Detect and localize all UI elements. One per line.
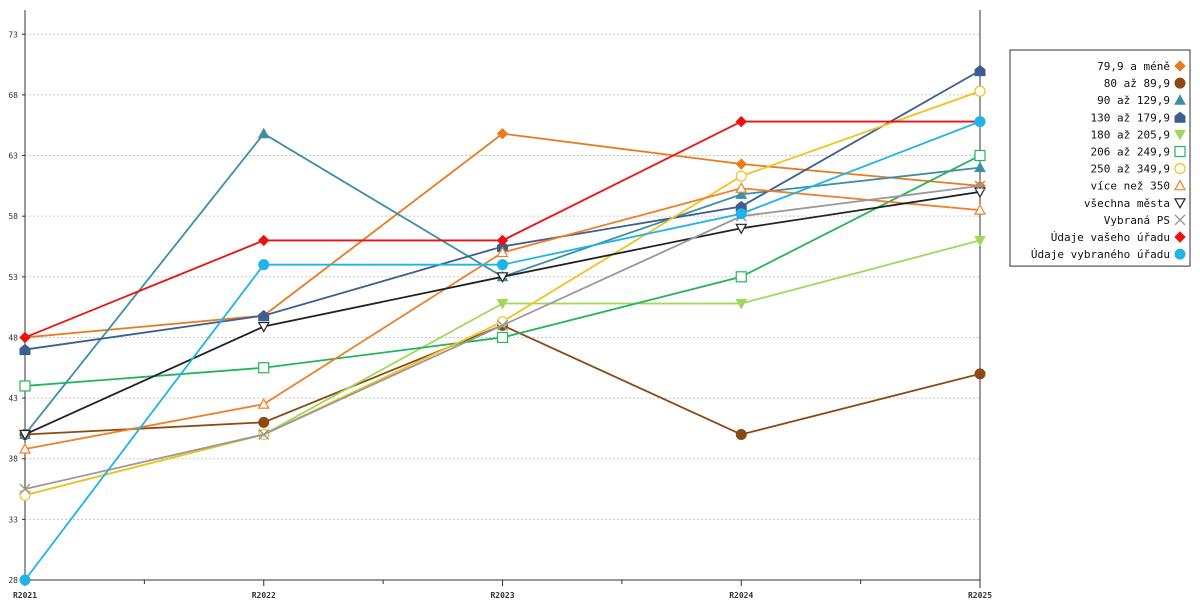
data-point (735, 208, 747, 220)
legend-marker (1174, 77, 1186, 89)
data-point (496, 246, 509, 258)
legend-label: Údaje vybraného úřadu (1031, 248, 1170, 261)
data-point (496, 127, 509, 140)
series-9 (19, 180, 986, 495)
legend-marker (1174, 111, 1186, 123)
data-point (19, 574, 31, 586)
legend-label: 80 až 89,9 (1104, 77, 1170, 90)
legend-marker (1174, 231, 1186, 243)
data-point (19, 489, 31, 501)
x-tick-label: R2021 (13, 591, 37, 600)
legend-marker (1174, 214, 1186, 226)
data-point (258, 309, 270, 322)
data-point (974, 64, 986, 77)
data-point (735, 428, 747, 440)
data-point (19, 483, 31, 495)
data-point (257, 127, 270, 139)
data-point (496, 298, 509, 310)
axes: 28 33 38 43 48 53 58 63 68 73 R2021 R2022 R2023 R2024… (8, 10, 992, 600)
series-group (18, 64, 987, 586)
data-point (735, 223, 748, 235)
data-point (497, 259, 508, 271)
y-tick-label: 58 (8, 212, 18, 221)
legend-label: 90 až 129,9 (1097, 94, 1170, 107)
data-point (974, 116, 986, 128)
data-point (257, 321, 270, 333)
legend-marker (1174, 60, 1186, 72)
data-point (973, 203, 987, 215)
legend-label: více než 350 (1091, 180, 1170, 193)
data-point (497, 319, 508, 331)
series-line (24, 154, 981, 387)
data-point (735, 170, 747, 182)
series-6 (19, 85, 986, 501)
y-tick-label: 53 (8, 273, 18, 282)
data-point (496, 234, 509, 247)
legend-label: 180 až 205,9 (1091, 128, 1170, 141)
y-tick-label: 33 (8, 515, 18, 524)
legend-label: 130 až 179,9 (1091, 111, 1170, 124)
series-8 (18, 187, 987, 441)
data-point (735, 298, 748, 310)
legend-marker (1174, 94, 1186, 105)
data-point (974, 85, 986, 97)
legend: 79,9 a méně 80 až 89,9 90 až 129,9 130 až 1… (1009, 49, 1191, 267)
data-point (974, 149, 986, 162)
data-point (735, 158, 747, 170)
y-tick-label: 43 (8, 394, 18, 403)
data-point (496, 272, 509, 284)
legend-marker (1173, 179, 1187, 191)
data-point (496, 331, 509, 344)
data-point (18, 442, 32, 454)
series-11 (19, 116, 986, 586)
data-point (258, 416, 270, 428)
legend-label: Údaje vašeho úřadu (1051, 231, 1170, 244)
data-point (19, 331, 31, 344)
series-7 (18, 182, 987, 454)
data-point (258, 362, 270, 374)
x-tick-label: R2025 (968, 591, 992, 600)
legend-label: 206 až 249,9 (1091, 146, 1170, 159)
legend-box (1009, 49, 1191, 267)
series-5 (19, 149, 986, 392)
data-point (735, 182, 748, 193)
legend-marker (1174, 145, 1186, 158)
y-tick-label: 48 (8, 333, 18, 342)
x-tick-label: R2024 (729, 591, 753, 600)
data-point (974, 235, 986, 247)
y-tick-label: 68 (8, 91, 18, 100)
y-tick-label: 63 (8, 152, 18, 161)
data-point (735, 115, 747, 128)
data-point (735, 188, 748, 199)
x-tick-label: R2023 (490, 591, 514, 600)
y-tick-label: 38 (8, 455, 18, 464)
series-line (24, 120, 981, 581)
legend-marker (1173, 198, 1187, 210)
y-tick-label: 73 (8, 30, 18, 39)
series-3 (19, 64, 986, 356)
data-point (19, 343, 31, 356)
legend-marker (1174, 248, 1186, 260)
data-point (19, 380, 31, 392)
legend-marker (1174, 129, 1186, 141)
data-point (974, 180, 986, 192)
legend-label: všechna města (1084, 197, 1170, 210)
x-tick-label: R2022 (252, 591, 276, 600)
data-point (974, 368, 986, 380)
legend-label: Vybraná PS (1104, 214, 1170, 227)
data-point (258, 259, 270, 271)
data-point (735, 271, 747, 283)
data-point (257, 397, 270, 409)
legend-marker (1174, 163, 1186, 175)
data-point (973, 187, 987, 199)
legend-label: 250 až 349,9 (1091, 163, 1170, 176)
data-point (974, 161, 986, 173)
data-point (258, 234, 270, 247)
y-tick-label: 28 (8, 576, 18, 585)
legend-label: 79,9 a méně (1097, 60, 1170, 73)
data-point (18, 429, 32, 441)
data-point (258, 428, 270, 440)
